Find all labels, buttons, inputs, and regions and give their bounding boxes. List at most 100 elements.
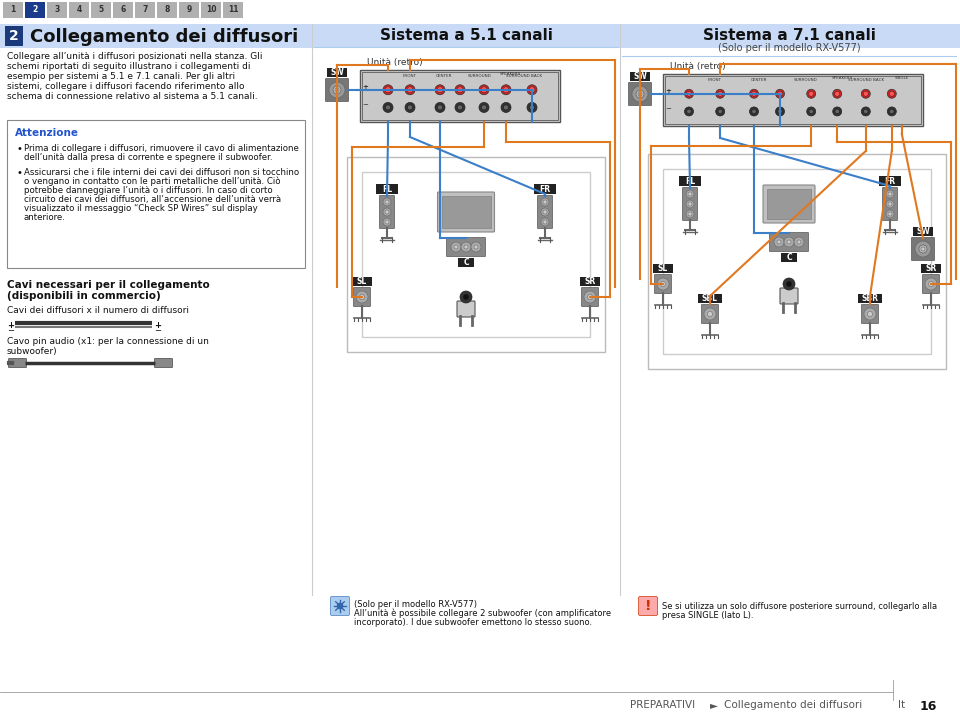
- FancyBboxPatch shape: [879, 176, 901, 186]
- Circle shape: [889, 91, 895, 96]
- Text: −: −: [362, 102, 368, 109]
- Circle shape: [405, 102, 415, 112]
- FancyBboxPatch shape: [653, 264, 673, 273]
- Text: C: C: [463, 258, 468, 267]
- Circle shape: [437, 87, 443, 93]
- Circle shape: [778, 91, 782, 96]
- Text: Collegamento dei diffusori: Collegamento dei diffusori: [724, 700, 862, 710]
- Circle shape: [471, 242, 481, 252]
- Circle shape: [686, 91, 691, 96]
- Text: −: −: [7, 326, 14, 335]
- Text: SW: SW: [916, 227, 930, 236]
- Circle shape: [861, 107, 871, 116]
- FancyBboxPatch shape: [91, 2, 111, 18]
- Text: (disponibili in commercio): (disponibili in commercio): [7, 291, 160, 301]
- Circle shape: [809, 109, 813, 114]
- FancyBboxPatch shape: [582, 288, 598, 306]
- Circle shape: [481, 87, 487, 93]
- Text: +: +: [154, 321, 161, 330]
- Circle shape: [686, 210, 694, 218]
- Circle shape: [686, 190, 694, 198]
- FancyBboxPatch shape: [458, 258, 474, 267]
- Text: circuito dei cavi dei diffusori, all’accensione dell’unità verrà: circuito dei cavi dei diffusori, all’acc…: [24, 195, 281, 204]
- Text: SBL: SBL: [702, 294, 718, 303]
- Circle shape: [915, 241, 931, 257]
- Circle shape: [454, 245, 458, 249]
- Circle shape: [435, 85, 445, 95]
- Circle shape: [774, 237, 784, 247]
- FancyBboxPatch shape: [781, 253, 797, 262]
- FancyBboxPatch shape: [763, 185, 815, 223]
- Text: Unità (retro): Unità (retro): [670, 62, 726, 71]
- Text: FL: FL: [684, 176, 695, 186]
- Circle shape: [359, 295, 365, 300]
- FancyBboxPatch shape: [861, 305, 878, 324]
- Circle shape: [686, 109, 691, 114]
- Text: SURROUND BACK: SURROUND BACK: [506, 74, 542, 78]
- Circle shape: [684, 107, 693, 116]
- FancyBboxPatch shape: [702, 305, 718, 324]
- Text: SPEAKERS: SPEAKERS: [500, 72, 521, 76]
- Circle shape: [383, 208, 391, 216]
- Circle shape: [890, 109, 894, 114]
- Text: 11: 11: [228, 6, 238, 14]
- FancyBboxPatch shape: [698, 294, 722, 303]
- FancyBboxPatch shape: [223, 2, 243, 18]
- Text: C: C: [786, 253, 792, 262]
- FancyBboxPatch shape: [353, 288, 371, 306]
- Text: SPEAKERS: SPEAKERS: [832, 76, 853, 80]
- Text: CENTER: CENTER: [436, 74, 452, 78]
- Circle shape: [716, 107, 725, 116]
- Text: 6: 6: [120, 6, 126, 14]
- Text: FL: FL: [382, 185, 392, 193]
- Circle shape: [660, 282, 665, 286]
- FancyBboxPatch shape: [3, 2, 23, 18]
- Text: SINGLE: SINGLE: [895, 76, 909, 80]
- Text: Attenzione: Attenzione: [15, 128, 79, 138]
- FancyBboxPatch shape: [7, 120, 305, 268]
- Text: 16: 16: [920, 700, 937, 713]
- Circle shape: [688, 212, 692, 216]
- Circle shape: [438, 105, 443, 110]
- Circle shape: [806, 89, 816, 99]
- FancyBboxPatch shape: [882, 188, 898, 221]
- FancyBboxPatch shape: [327, 68, 347, 77]
- Text: FRONT: FRONT: [708, 78, 722, 82]
- Text: schemi riportati di seguito illustrano i collegamenti di: schemi riportati di seguito illustrano i…: [7, 62, 251, 71]
- FancyBboxPatch shape: [683, 188, 698, 221]
- Circle shape: [832, 107, 842, 116]
- Circle shape: [888, 202, 892, 206]
- FancyBboxPatch shape: [442, 196, 491, 228]
- Circle shape: [806, 107, 816, 116]
- FancyBboxPatch shape: [438, 192, 494, 232]
- Circle shape: [868, 311, 873, 316]
- Circle shape: [787, 240, 791, 244]
- Text: SR: SR: [585, 277, 595, 286]
- Circle shape: [921, 247, 925, 251]
- Text: SL: SL: [357, 277, 367, 286]
- Circle shape: [385, 220, 389, 224]
- FancyBboxPatch shape: [679, 176, 701, 186]
- Circle shape: [886, 200, 894, 208]
- Text: Sistema a 5.1 canali: Sistema a 5.1 canali: [379, 29, 552, 44]
- Circle shape: [784, 237, 794, 247]
- Text: Prima di collegare i diffusori, rimuovere il cavo di alimentazione: Prima di collegare i diffusori, rimuover…: [24, 144, 299, 153]
- Circle shape: [405, 85, 415, 95]
- Circle shape: [704, 308, 716, 320]
- FancyBboxPatch shape: [663, 74, 923, 126]
- FancyBboxPatch shape: [376, 184, 398, 194]
- Circle shape: [337, 603, 343, 609]
- Text: anteriore.: anteriore.: [24, 213, 66, 222]
- Circle shape: [407, 87, 413, 93]
- Circle shape: [776, 89, 784, 99]
- Circle shape: [886, 210, 894, 218]
- FancyBboxPatch shape: [362, 72, 558, 120]
- Text: Cavi necessari per il collegamento: Cavi necessari per il collegamento: [7, 280, 209, 290]
- Circle shape: [501, 102, 511, 112]
- Circle shape: [925, 278, 937, 290]
- FancyBboxPatch shape: [47, 2, 67, 18]
- Text: Sistema a 7.1 canali: Sistema a 7.1 canali: [703, 29, 876, 44]
- Circle shape: [718, 109, 723, 114]
- Text: Assicurarsi che i file interni dei cavi dei diffusori non si tocchino: Assicurarsi che i file interni dei cavi …: [24, 168, 300, 177]
- Text: SURROUND: SURROUND: [468, 74, 492, 78]
